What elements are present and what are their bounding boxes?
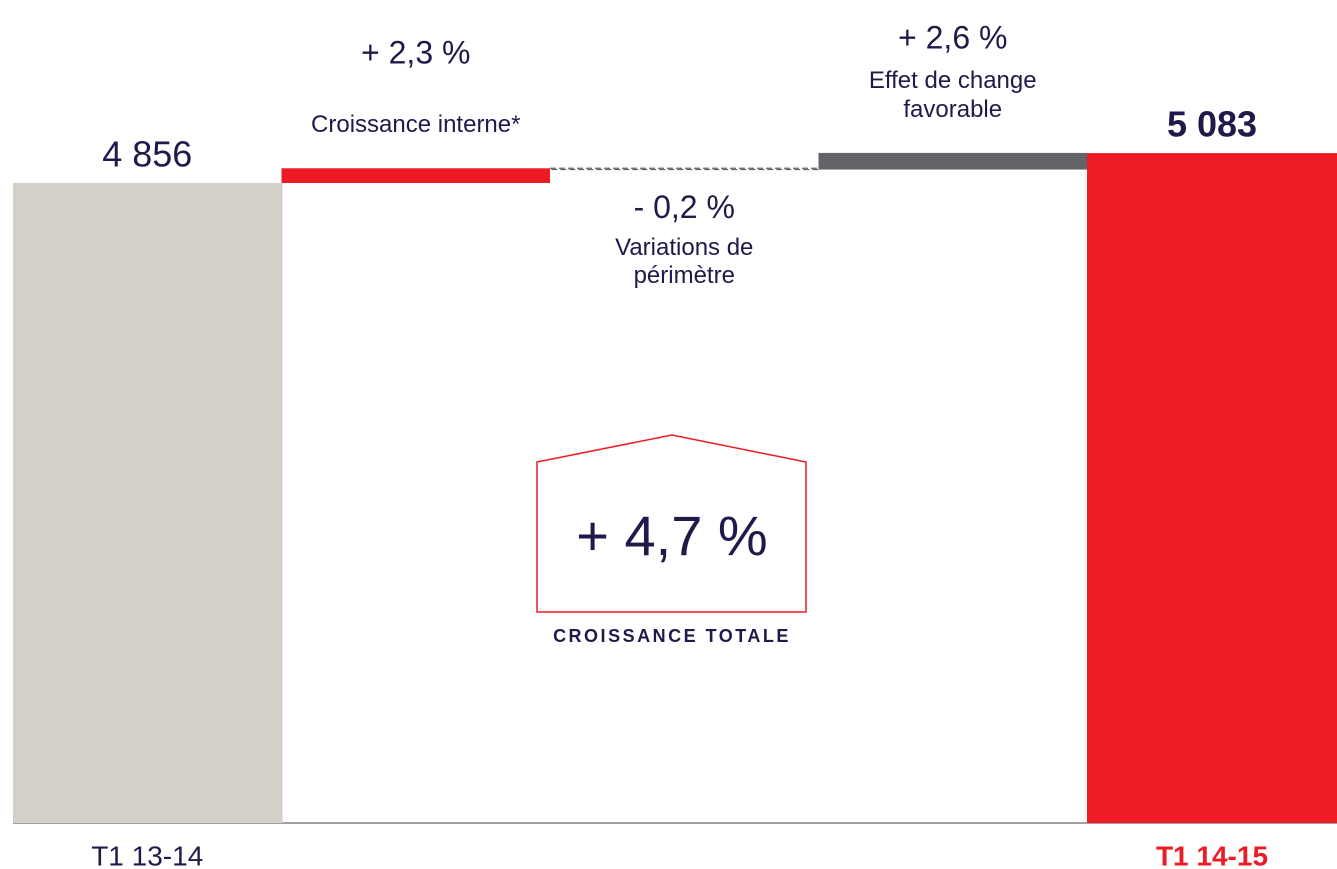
step-value-label: + 2,3 % xyxy=(361,35,470,71)
step-bar xyxy=(818,152,1087,170)
total-growth-value: + 4,7 % xyxy=(576,504,767,567)
step-value-label: + 2,6 % xyxy=(898,19,1007,55)
total-value-label: 4 856 xyxy=(102,134,192,175)
category-label: T1 13-14 xyxy=(91,840,203,869)
total-growth-label: CROISSANCE TOTALE xyxy=(553,626,791,646)
step-name: Effet de change favorable xyxy=(868,67,1037,124)
step-bar xyxy=(549,167,820,171)
step-name: Variations de périmètre xyxy=(615,233,754,290)
total-bar xyxy=(1087,153,1337,823)
step-name: Croissance interne* xyxy=(311,111,521,139)
step-bar xyxy=(281,168,550,183)
step-value-label: - 0,2 % xyxy=(634,189,735,225)
category-label: T1 14-15 xyxy=(1156,840,1268,869)
total-bar xyxy=(13,183,283,823)
total-growth-frame xyxy=(536,434,807,613)
total-value-label: 5 083 xyxy=(1167,104,1257,145)
